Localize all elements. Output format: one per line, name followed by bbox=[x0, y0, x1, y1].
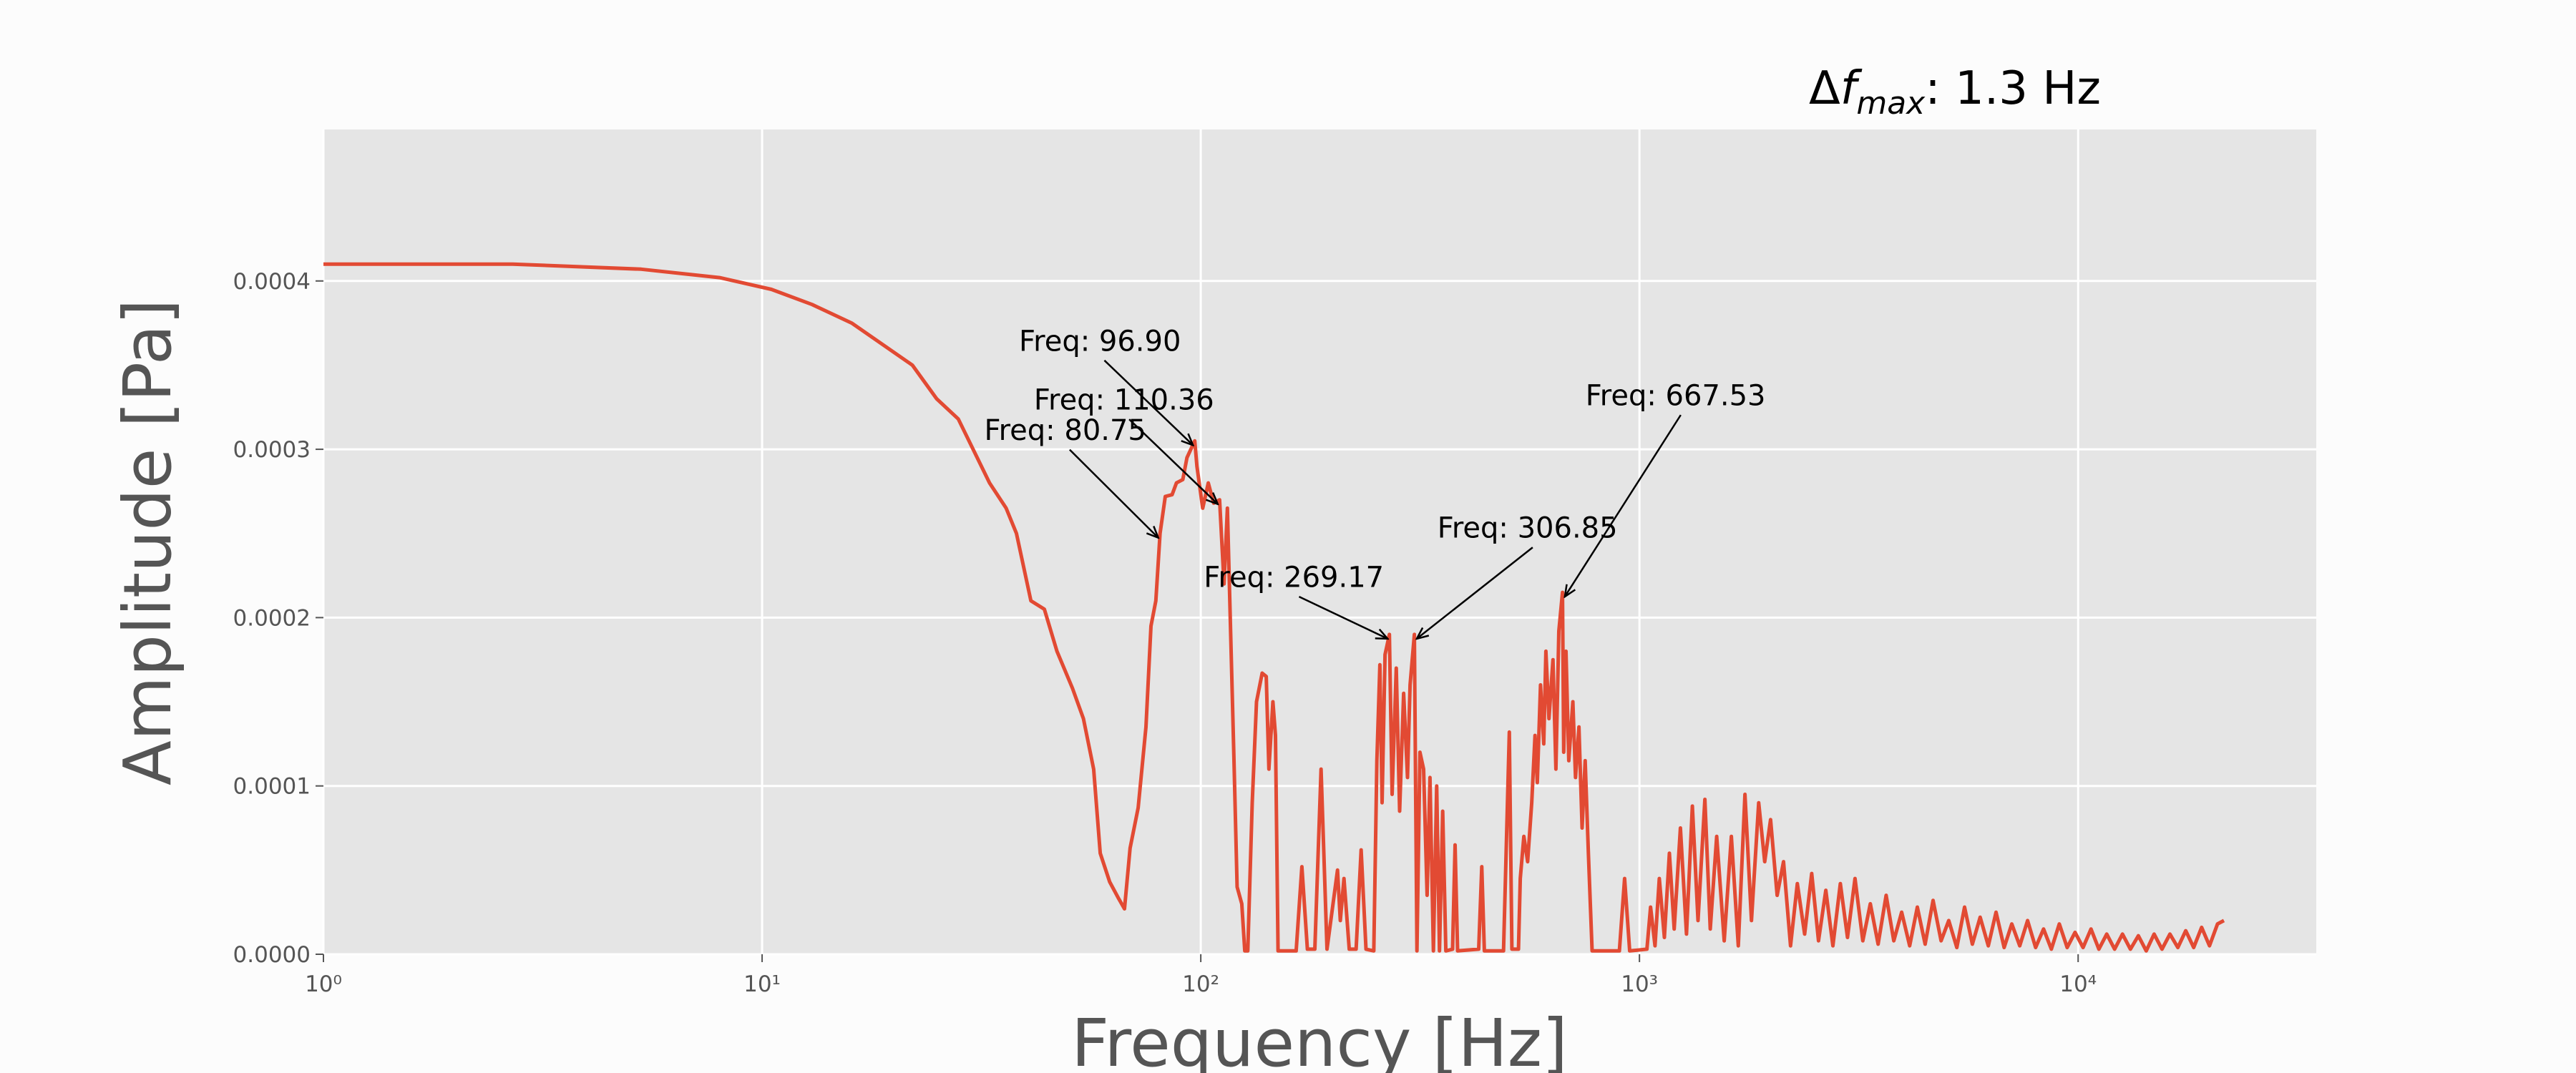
annotation-arrow bbox=[1565, 414, 1682, 597]
annotation-label: Freq: 80.75 bbox=[985, 414, 1146, 447]
annotation-arrow bbox=[1069, 449, 1158, 538]
annotation-arrow bbox=[1128, 418, 1218, 504]
data-area bbox=[323, 262, 2225, 953]
grid bbox=[322, 129, 2316, 956]
annotation-arrow bbox=[1298, 595, 1387, 639]
annotation-label: Freq: 110.36 bbox=[1034, 384, 1214, 417]
x-tick-label: 10² bbox=[1182, 971, 1219, 997]
y-tick-label: 0.0000 bbox=[233, 942, 311, 968]
title-part: max bbox=[1856, 85, 1926, 122]
y-tick-label: 0.0003 bbox=[233, 437, 311, 463]
annotation-label: Freq: 96.90 bbox=[1019, 325, 1181, 358]
title-part: Δ bbox=[1809, 62, 1840, 115]
annotation-label: Freq: 306.85 bbox=[1438, 512, 1618, 545]
x-axis-label: Frequency [Hz] bbox=[1071, 1005, 1568, 1073]
line-series bbox=[323, 262, 2225, 953]
y-tick-label: 0.0002 bbox=[233, 605, 311, 631]
title-part: : 1.3 Hz bbox=[1925, 62, 2101, 115]
y-tick-label: 0.0004 bbox=[233, 269, 311, 295]
x-tick-label: 10⁰ bbox=[305, 971, 342, 997]
x-tick-label: 10¹ bbox=[743, 971, 781, 997]
y-axis-label: Amplitude [Pa] bbox=[109, 299, 186, 785]
annotation-arrow bbox=[1417, 547, 1533, 639]
x-tick-label: 10³ bbox=[1621, 971, 1658, 997]
chart-title: Δfmax: 1.3 Hz bbox=[1809, 62, 2101, 122]
x-tick-label: 10⁴ bbox=[2059, 971, 2097, 997]
y-tick-label: 0.0001 bbox=[233, 774, 311, 800]
annotation-arrow bbox=[1103, 359, 1193, 446]
annotation-label: Freq: 269.17 bbox=[1204, 562, 1384, 594]
annotation-label: Freq: 667.53 bbox=[1586, 380, 1766, 413]
